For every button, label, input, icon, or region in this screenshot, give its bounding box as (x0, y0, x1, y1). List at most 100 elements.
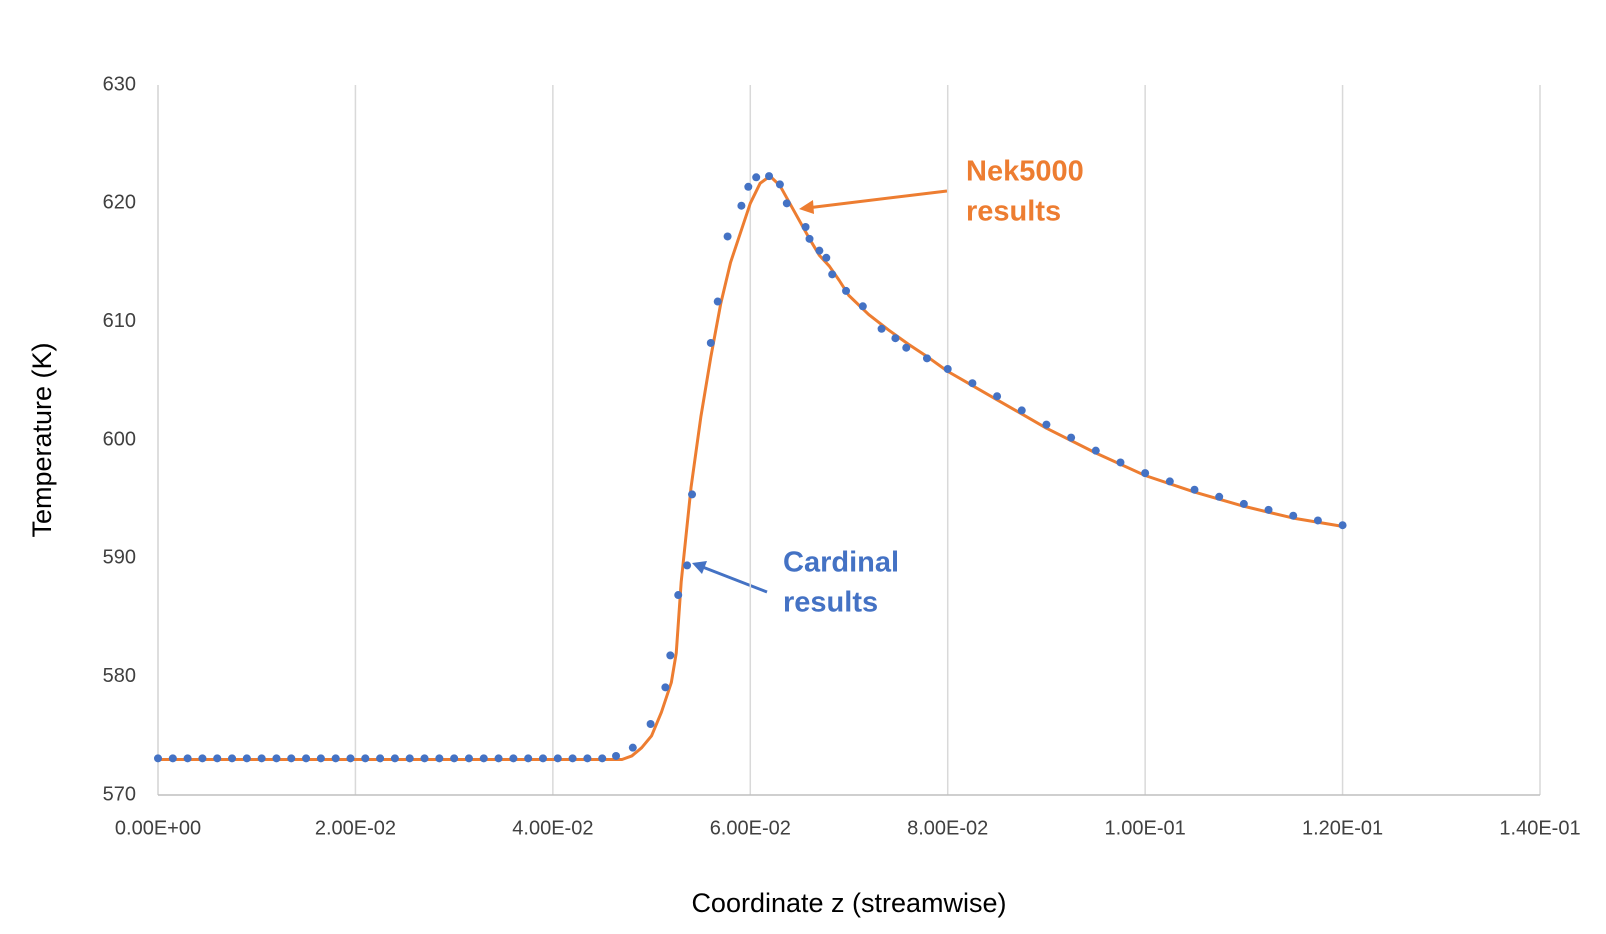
data-point (922, 354, 931, 363)
arrow-head (692, 561, 707, 574)
data-point (1338, 521, 1347, 530)
data-point (723, 232, 732, 241)
x-tick-label: 8.00E-02 (907, 817, 988, 839)
data-point (361, 754, 370, 763)
data-point (316, 754, 325, 763)
data-point (828, 270, 837, 279)
annotation-text: results (966, 196, 1061, 228)
data-point (943, 365, 952, 373)
data-point (661, 683, 670, 692)
data-point (706, 338, 715, 347)
y-tick-label: 600 (103, 428, 136, 450)
data-point (822, 253, 831, 262)
y-tick-label: 620 (103, 192, 136, 214)
annotation: Nek5000 results (799, 156, 1084, 228)
data-point (877, 324, 886, 333)
data-point (257, 754, 266, 763)
data-point (494, 754, 503, 763)
x-axis-title: Coordinate z (streamwise) (691, 888, 1006, 918)
data-point (435, 754, 444, 763)
y-axis-title: Temperature (K) (27, 342, 57, 537)
data-point (405, 754, 414, 763)
data-point (765, 172, 774, 181)
data-point (1313, 516, 1322, 525)
data-point (842, 286, 851, 295)
data-point (891, 334, 900, 343)
data-point (805, 234, 814, 243)
data-point (287, 754, 296, 763)
data-point (858, 302, 867, 311)
arrow-line (806, 189, 948, 210)
data-point (1017, 406, 1026, 415)
data-point (346, 754, 355, 763)
y-tick-label: 580 (103, 665, 136, 687)
y-tick-label: 590 (103, 547, 136, 569)
x-tick-label: 6.00E-02 (710, 817, 791, 839)
data-point (1116, 458, 1125, 467)
annotation-text: Nek5000 (966, 156, 1084, 188)
data-point (1215, 492, 1224, 501)
y-tick-label: 610 (103, 310, 136, 332)
data-point (568, 754, 577, 763)
data-point (737, 201, 746, 210)
data-point (1091, 446, 1100, 455)
data-point (993, 392, 1002, 401)
x-tick-label: 4.00E-02 (512, 817, 593, 839)
data-point (683, 561, 692, 570)
data-point (464, 754, 473, 763)
data-point (688, 490, 697, 499)
data-point (744, 182, 753, 191)
x-tick-label: 2.00E-02 (315, 817, 396, 839)
arrow-line (699, 564, 768, 594)
data-point (1239, 499, 1248, 508)
annotation-text: results (783, 587, 878, 619)
data-point (628, 743, 637, 752)
data-point (583, 754, 592, 763)
x-tick-label: 1.20E-01 (1302, 817, 1383, 839)
data-point (509, 754, 518, 763)
x-tick-label: 0.00E+00 (115, 817, 201, 839)
data-point (376, 754, 385, 763)
data-point (154, 754, 162, 763)
annotation: Cardinal results (692, 547, 899, 619)
data-point (168, 754, 177, 763)
data-point (801, 223, 810, 231)
data-point (228, 754, 237, 763)
data-point (198, 754, 207, 763)
annotation-text: Cardinal (783, 547, 899, 579)
data-point (598, 754, 607, 763)
data-point (450, 754, 459, 763)
data-point (782, 199, 791, 208)
data-point (213, 754, 222, 763)
data-point (331, 754, 340, 763)
data-point (713, 297, 722, 306)
data-point (183, 754, 192, 763)
data-point (1264, 505, 1273, 514)
data-point (1042, 420, 1051, 429)
data-point (553, 754, 562, 763)
data-point (538, 754, 547, 763)
data-point (242, 754, 251, 763)
x-tick-label: 1.40E-01 (1499, 817, 1580, 839)
data-point (272, 754, 281, 763)
data-point (302, 754, 311, 763)
y-tick-label: 630 (103, 73, 136, 95)
data-point (1165, 477, 1174, 486)
data-point (1141, 469, 1150, 478)
x-tick-label: 1.00E-01 (1105, 817, 1186, 839)
data-point (1289, 511, 1298, 520)
arrow-head (799, 200, 814, 214)
data-point (479, 754, 488, 763)
data-point (1067, 433, 1076, 442)
data-point (674, 591, 683, 600)
data-point (752, 173, 761, 182)
data-point (390, 754, 399, 763)
data-point (524, 754, 533, 763)
data-point (775, 180, 784, 189)
data-point (420, 754, 429, 763)
data-point (612, 751, 621, 760)
data-point (815, 246, 824, 255)
y-tick-label: 570 (103, 783, 136, 805)
